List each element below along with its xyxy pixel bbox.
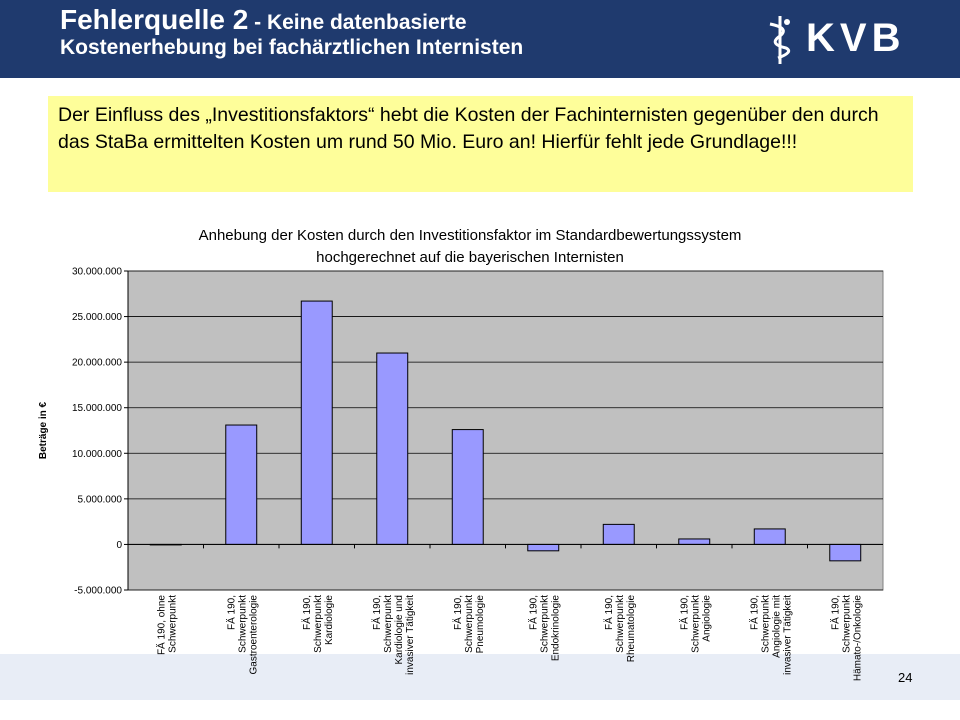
x-tick-label: Schwerpunkt xyxy=(464,595,475,653)
y-tick-label: 10.000.000 xyxy=(72,449,122,460)
x-tick-label: FÄ 190, xyxy=(301,595,313,630)
bar xyxy=(451,429,484,545)
x-tick-label: FÄ 190, xyxy=(371,595,383,630)
x-tick-label: FÄ 190, xyxy=(748,595,760,630)
x-tick-label: Schwerpunkt xyxy=(167,595,178,653)
y-tick-label: 25.000.000 xyxy=(72,312,122,323)
x-tick-label: Gastroenterologie xyxy=(248,595,259,675)
x-tick-label: FÄ 190, xyxy=(225,595,237,630)
x-tick-label: FÄ 190, xyxy=(452,595,464,630)
x-tick-label: invasiver Tätigkeit xyxy=(782,595,793,675)
x-tick-label: invasiver Tätigkeit xyxy=(405,595,416,675)
x-tick-label: FÄ 190, xyxy=(829,595,841,630)
x-tick-label: Schwerpunkt xyxy=(760,595,771,653)
x-tick-label: FÄ 190, ohne xyxy=(155,595,167,655)
kvb-logo: KVB xyxy=(760,14,950,66)
title-sub-1: - Keine datenbasierte xyxy=(248,11,467,34)
bar xyxy=(753,528,786,545)
y-tick-label: 30.000.000 xyxy=(72,267,122,278)
x-tick-label: Schwerpunkt xyxy=(383,595,394,653)
bar xyxy=(300,300,333,545)
footer-bar xyxy=(0,654,960,700)
bar xyxy=(602,523,635,545)
chart-title-line1: Anhebung der Kosten durch den Investitio… xyxy=(199,227,742,244)
x-tick-label: FÄ 190, xyxy=(527,595,539,630)
x-tick-label: Angiologie xyxy=(701,595,712,642)
staff-of-asclepius-icon xyxy=(769,16,791,64)
bar xyxy=(678,538,711,545)
bar xyxy=(376,352,409,545)
x-tick-label: Kardiologie und xyxy=(394,595,405,665)
x-tick-label: Hämato-/Onkologie xyxy=(852,595,863,682)
callout-text: Der Einfluss des „Investitionsfaktors“ h… xyxy=(58,104,879,153)
y-tick-label: -5.000.000 xyxy=(74,586,122,597)
x-tick-label: Endokrinologie xyxy=(550,595,561,662)
chart-title-line2: hochgerechnet auf die bayerischen Intern… xyxy=(316,249,624,266)
x-tick-label: Schwerpunkt xyxy=(539,595,550,653)
x-tick-label: Angiologie mit xyxy=(771,595,782,658)
x-tick-label: Rheumatologie xyxy=(626,595,637,663)
y-tick-label: 15.000.000 xyxy=(72,403,122,414)
title-main: Fehlerquelle 2 xyxy=(60,4,249,35)
bar xyxy=(527,543,560,552)
x-tick-label: Schwerpunkt xyxy=(237,595,248,653)
callout-box: Der Einfluss des „Investitionsfaktors“ h… xyxy=(48,96,913,192)
x-tick-label: Schwerpunkt xyxy=(313,595,324,653)
x-tick-label: FÄ 190, xyxy=(678,595,690,630)
x-tick-label: Kardiologie xyxy=(324,595,335,645)
y-tick-label: 5.000.000 xyxy=(78,494,123,505)
x-tick-label: Schwerpunkt xyxy=(690,595,701,653)
y-tick-label: 0 xyxy=(116,540,122,551)
slide-title: Fehlerquelle 2 - Keine datenbasierte Kos… xyxy=(60,4,523,60)
logo-text: KVB xyxy=(806,16,906,60)
bar xyxy=(225,424,258,545)
x-tick-label: Schwerpunkt xyxy=(841,595,852,653)
page-number: 24 xyxy=(898,670,913,685)
x-tick-label: Schwerpunkt xyxy=(615,595,626,653)
header-bar xyxy=(0,0,960,78)
bar xyxy=(829,543,862,562)
x-tick-label: Pneumologie xyxy=(475,595,486,654)
title-sub-2: Kostenerhebung bei fachärztlichen Intern… xyxy=(60,36,524,60)
y-axis-label: Beträge in € xyxy=(38,401,49,459)
x-tick-label: FÄ 190, xyxy=(603,595,615,630)
y-tick-label: 20.000.000 xyxy=(72,358,122,369)
